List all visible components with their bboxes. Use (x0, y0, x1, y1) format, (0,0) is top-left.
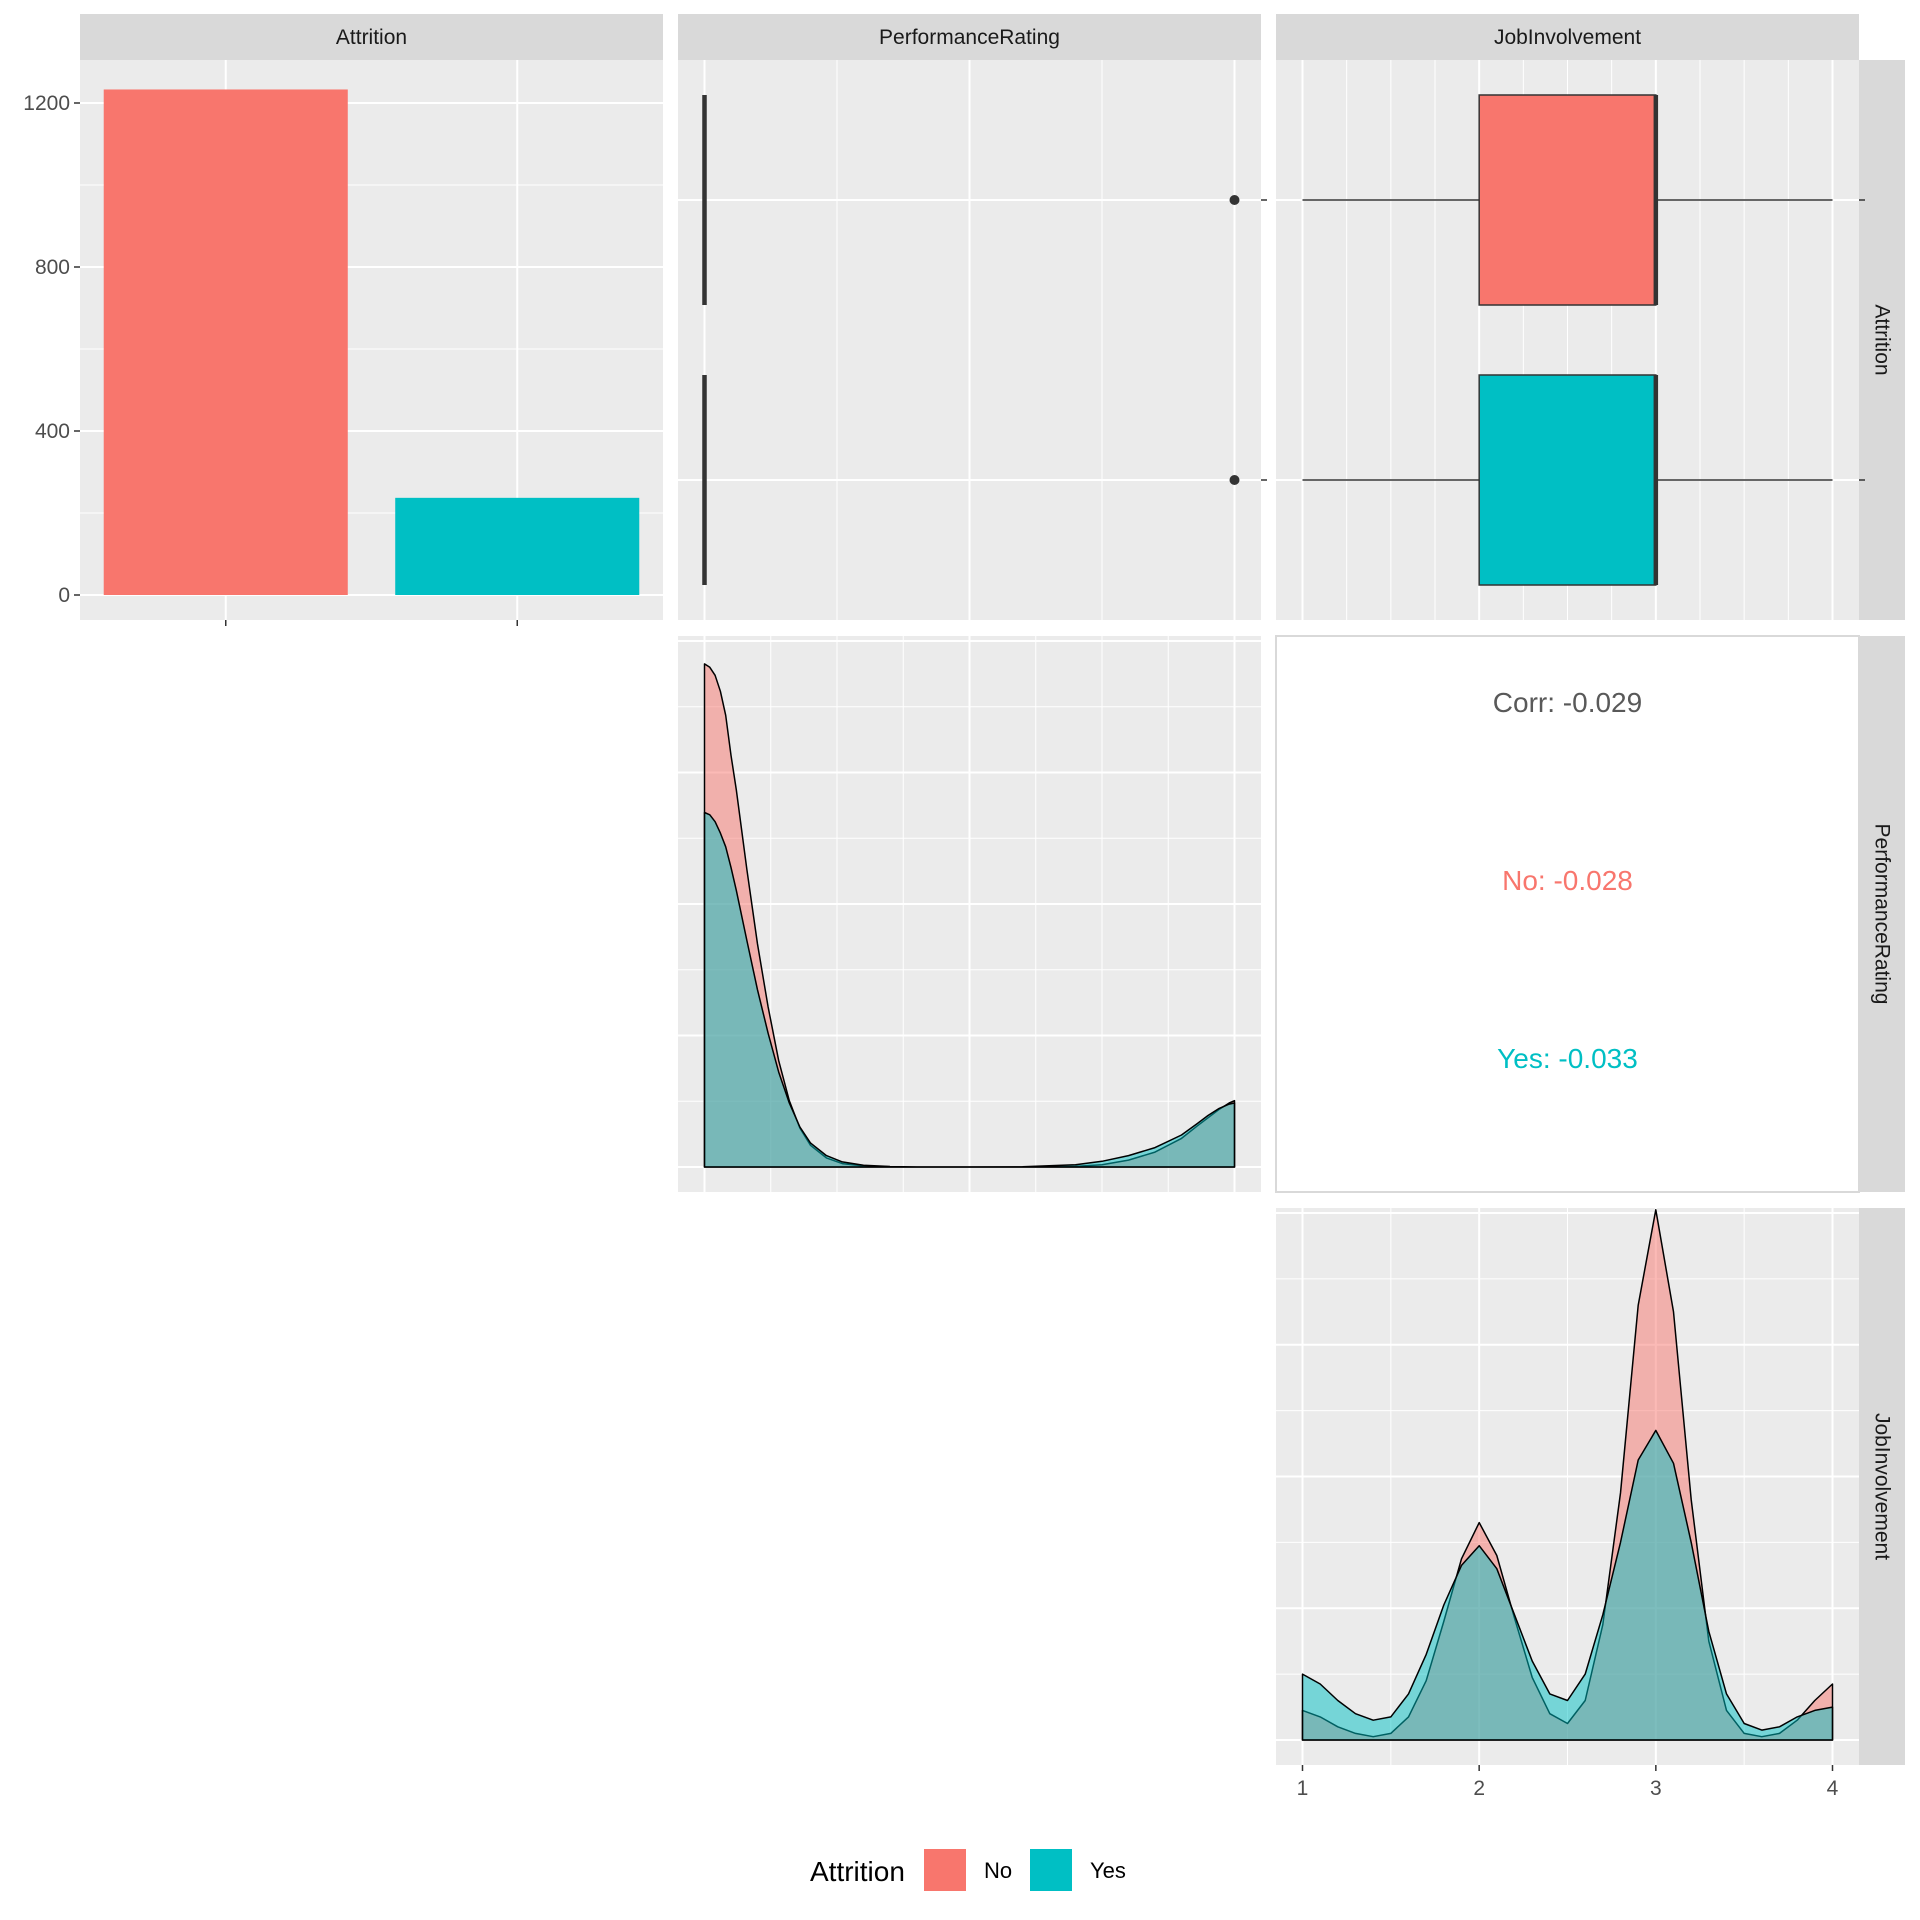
corr-overall: Corr: -0.029 (1493, 687, 1642, 718)
corr-yes: Yes: -0.033 (1497, 1043, 1638, 1074)
outlier-point (1229, 195, 1240, 205)
x-tick-label: 1 (1297, 1777, 1309, 1800)
boxplot-yes (1302, 374, 1833, 586)
legend-key-no (924, 1849, 966, 1891)
x-tick-label: 4 (1827, 1777, 1839, 1800)
strip-right-1 (1859, 60, 1905, 620)
bar-yes (395, 497, 640, 595)
legend-title: Attrition (810, 1856, 905, 1887)
strip-top-1 (80, 14, 663, 60)
boxplot-no (1302, 94, 1833, 306)
y-tick-label: 400 (35, 420, 70, 443)
strip-top-label: JobInvolvement (1494, 26, 1641, 49)
box (1478, 94, 1657, 306)
panel-correlation (1275, 635, 1860, 1193)
strip-top-2 (678, 14, 1261, 60)
corr-no: No: -0.028 (1502, 865, 1633, 896)
y-tick-label: 800 (35, 256, 70, 279)
density-yes (1301, 1429, 1834, 1741)
boxplot-no (702, 95, 1240, 305)
legend-label: No (984, 1858, 1012, 1883)
x-tick-label: 2 (1473, 1777, 1485, 1800)
strip-right-2 (1859, 636, 1905, 1192)
x-tick-label: 3 (1650, 1777, 1662, 1800)
strip-top-label: Attrition (336, 26, 407, 49)
boxplot-yes (702, 375, 1240, 585)
y-tick-label: 1200 (23, 92, 70, 115)
bar-no (103, 89, 348, 595)
strip-right-label: PerformanceRating (1871, 824, 1894, 1005)
outlier-point (1229, 475, 1240, 485)
y-tick-label: 0 (58, 584, 70, 607)
density-yes (703, 811, 1236, 1168)
strip-top-label: PerformanceRating (879, 26, 1060, 49)
strip-right-label: Attrition (1871, 304, 1894, 375)
strip-top-3 (1276, 14, 1859, 60)
legend: Attrition No Yes (810, 1849, 1126, 1891)
strip-right-label: JobInvolvement (1871, 1413, 1894, 1560)
box (1478, 374, 1657, 586)
legend-label: Yes (1090, 1858, 1126, 1883)
legend-key-yes (1030, 1849, 1072, 1891)
strip-right-3 (1859, 1208, 1905, 1765)
